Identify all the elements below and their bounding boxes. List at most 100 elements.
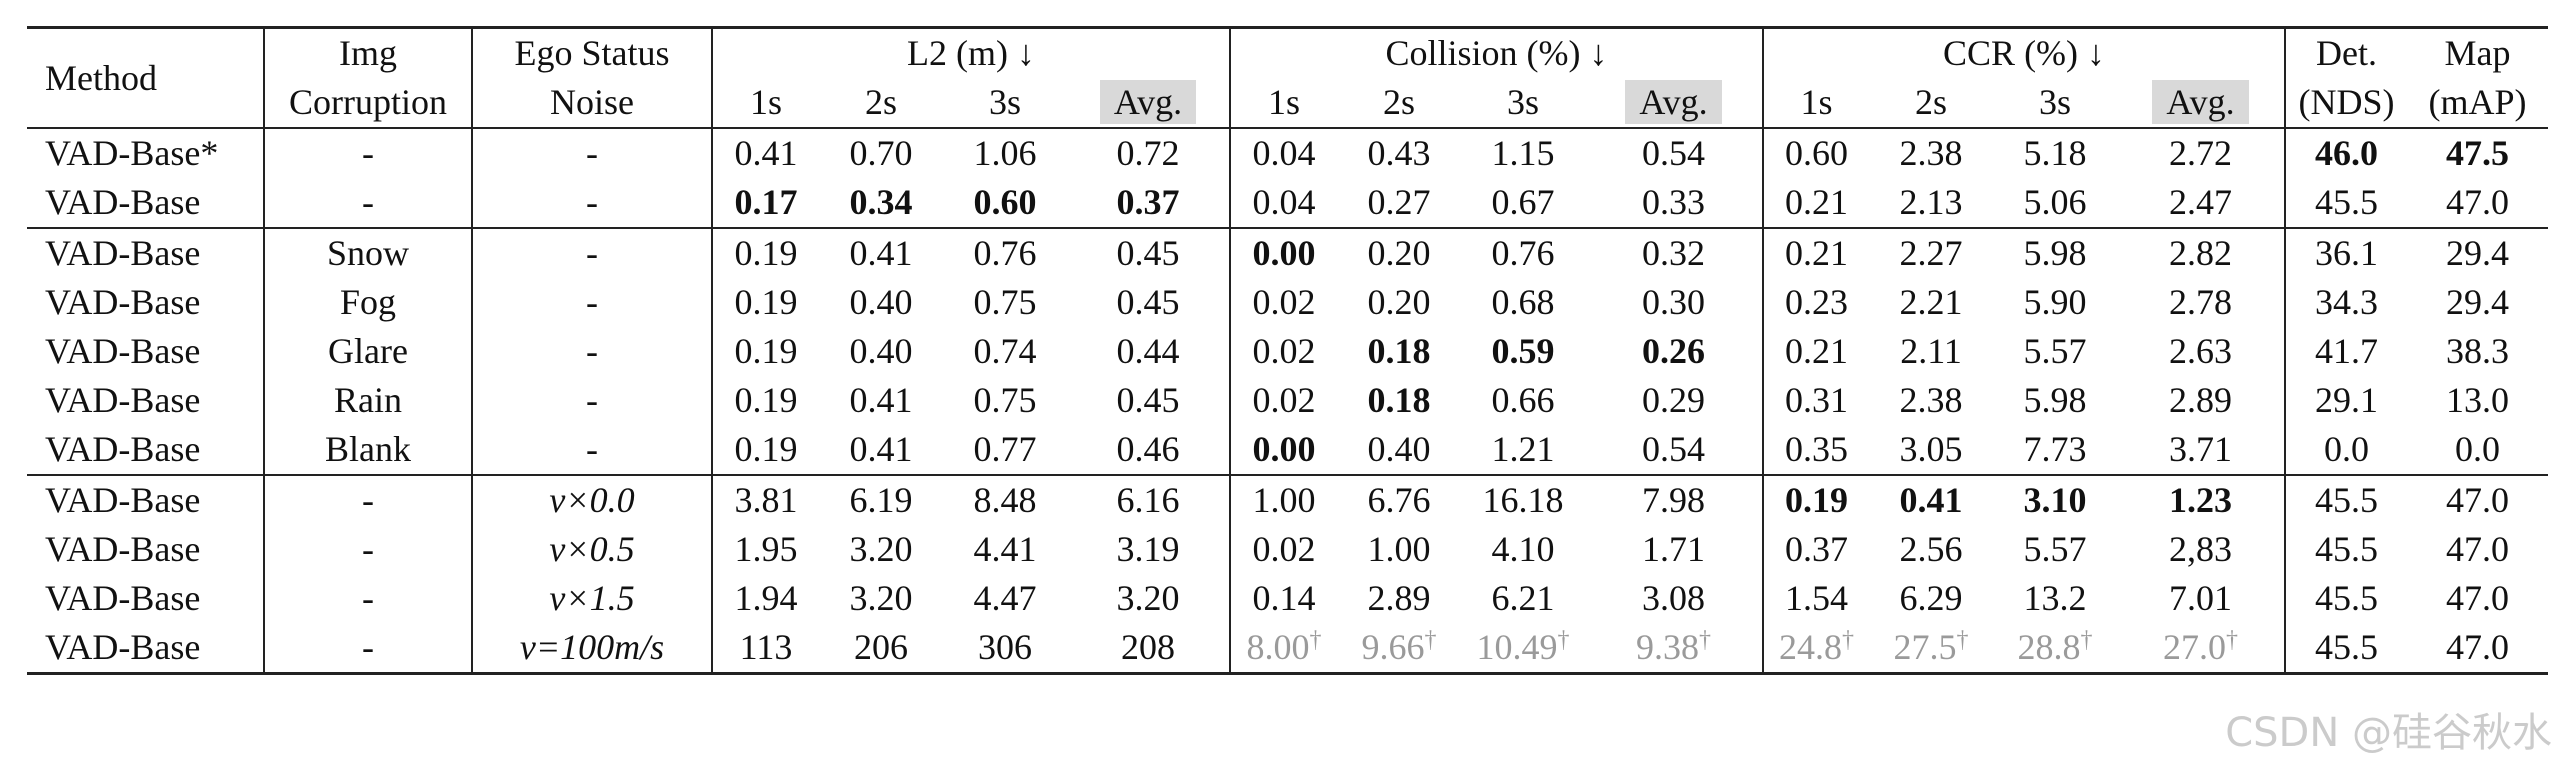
col-value-cell: 6.76 bbox=[1367, 480, 1431, 520]
method-cell: VAD-Base bbox=[27, 178, 265, 228]
header-ccr-avg: Avg. bbox=[2117, 78, 2287, 128]
map-map-cell: 29.4 bbox=[2446, 282, 2510, 322]
l2-value-cell: 3.20 bbox=[1067, 574, 1232, 623]
ccr-value-cell: 2.63 bbox=[2117, 327, 2287, 376]
results-table: Method Img Ego Status L2 (m) ↓ Collision… bbox=[27, 26, 2549, 675]
map-map-cell: 47.0 bbox=[2446, 480, 2510, 520]
watermark: CSDN @硅谷秋水 bbox=[2225, 710, 2552, 756]
img-corruption-cell: - bbox=[264, 525, 473, 574]
l2-value-cell: 0.19 bbox=[734, 380, 798, 420]
header-col-1s: 1s bbox=[1268, 82, 1301, 122]
method-cell: VAD-Base bbox=[27, 278, 265, 327]
ccr-value-cell: 0.41 bbox=[1899, 480, 1963, 520]
col-value-cell: 0.04 bbox=[1252, 133, 1316, 173]
col-value-cell: 0.18 bbox=[1367, 380, 1431, 420]
l2-value-cell: 0.19 bbox=[734, 331, 798, 371]
ccr-value-cell: 2.47 bbox=[2117, 178, 2287, 228]
ccr-value-cell: 2.21 bbox=[1899, 282, 1963, 322]
l2-value-cell: 0.41 bbox=[849, 233, 913, 273]
method-cell: VAD-Base bbox=[27, 327, 265, 376]
img-corruption-cell: Glare bbox=[264, 327, 473, 376]
table-row: VAD-Base - v=100m/s 113 206 306 208 8.00† 9.66† 1… bbox=[27, 623, 2549, 675]
ccr-value-cell: 13.2 bbox=[2023, 578, 2087, 618]
header-ccr-3s: 3s bbox=[2039, 82, 2072, 122]
ccr-value-cell: 0.37 bbox=[1785, 529, 1849, 569]
l2-value-cell: 206 bbox=[819, 623, 943, 675]
img-corruption-cell: - bbox=[264, 574, 473, 623]
col-value-cell: 0.02 bbox=[1252, 380, 1316, 420]
col-value-cell: 0.02 bbox=[1252, 282, 1316, 322]
map-map-cell: 13.0 bbox=[2446, 380, 2510, 420]
l2-value-cell: 0.41 bbox=[849, 380, 913, 420]
ccr-value-cell: 0.21 bbox=[1785, 182, 1849, 222]
col-value-cell: 6.21 bbox=[1491, 578, 1555, 618]
table-row: VAD-Base Snow -0.19 0.41 0.76 0.45 0.00 0.20 0.7… bbox=[27, 228, 2548, 278]
col-value-cell: 0.54 bbox=[1585, 425, 1765, 475]
method-cell: VAD-Base* bbox=[27, 128, 265, 178]
l2-value-cell: 0.70 bbox=[849, 133, 913, 173]
col-value-cell: 8.00† bbox=[1230, 623, 1338, 675]
dagger-mark: † bbox=[1309, 627, 1322, 653]
det-nds-cell: 46.0 bbox=[2315, 133, 2379, 173]
l2-value-cell: 0.19 bbox=[734, 233, 798, 273]
ccr-value-cell: 3.71 bbox=[2117, 425, 2287, 475]
det-nds-cell: 45.5 bbox=[2315, 182, 2379, 222]
method-cell: VAD-Base bbox=[27, 525, 265, 574]
det-nds-cell: 34.3 bbox=[2315, 282, 2379, 322]
img-corruption-cell: Fog bbox=[264, 278, 473, 327]
method-cell: VAD-Base bbox=[27, 623, 265, 675]
header-map-1: Map bbox=[2407, 26, 2549, 78]
ccr-value-cell: 2.72 bbox=[2117, 128, 2287, 178]
dagger-mark: † bbox=[1842, 627, 1855, 653]
l2-value-cell: 0.46 bbox=[1067, 425, 1232, 475]
l2-value-cell: 0.41 bbox=[849, 429, 913, 469]
header-l2-1s: 1s bbox=[749, 82, 782, 122]
ccr-value: 28.8 bbox=[2017, 627, 2081, 667]
col-value: 8.00 bbox=[1246, 627, 1310, 667]
l2-value-cell: 0.19 bbox=[734, 282, 798, 322]
ccr-value-cell: 5.98 bbox=[2023, 380, 2087, 420]
method-cell: VAD-Base bbox=[27, 228, 265, 278]
col-value-cell: 0.20 bbox=[1367, 282, 1431, 322]
col-value-cell: 1.00 bbox=[1367, 529, 1431, 569]
map-map-cell: 47.0 bbox=[2446, 529, 2510, 569]
table-row: VAD-Base - -0.17 0.34 0.60 0.37 0.04 0.27 0.67 0.… bbox=[27, 178, 2549, 228]
header-ccr: CCR (%) ↓ bbox=[1763, 26, 2287, 78]
det-nds-cell: 45.5 bbox=[2315, 578, 2379, 618]
col-value-cell: 0.54 bbox=[1585, 128, 1765, 178]
col-value: 10.49 bbox=[1476, 627, 1558, 667]
ego-noise-cell: - bbox=[472, 228, 713, 278]
img-corruption-cell: Rain bbox=[264, 376, 473, 425]
col-value-cell: 0.02 bbox=[1252, 331, 1316, 371]
col-value-cell: 0.18 bbox=[1367, 331, 1431, 371]
ego-noise-cell: v×0.5 bbox=[472, 525, 713, 574]
col-value: 9.38 bbox=[1636, 627, 1700, 667]
map-map-cell: 0.0 bbox=[2455, 429, 2501, 469]
header-img-corruption-2: Corruption bbox=[264, 78, 473, 128]
table-row: VAD-Base - v×0.0 3.81 6.19 8.48 6.16 1.00 6.76 16… bbox=[27, 475, 2548, 525]
header-det-2: (NDS) bbox=[2298, 82, 2395, 122]
col-value-cell: 0.33 bbox=[1585, 178, 1765, 228]
method-cell: VAD-Base bbox=[27, 574, 265, 623]
ccr-value-cell: 2.38 bbox=[1899, 133, 1963, 173]
l2-value-cell: 0.45 bbox=[1067, 278, 1232, 327]
col-value-cell: 0.00 bbox=[1252, 233, 1316, 273]
table-row: VAD-Base* - -0.41 0.70 1.06 0.72 0.04 0.43 1.15 0… bbox=[27, 128, 2548, 178]
ego-noise-cell: - bbox=[472, 327, 713, 376]
l2-value-cell: 0.77 bbox=[973, 429, 1037, 469]
ccr-value-cell: 2.82 bbox=[2117, 228, 2287, 278]
col-value-cell: 2.89 bbox=[1367, 578, 1431, 618]
col-value-cell: 0.04 bbox=[1252, 182, 1316, 222]
l2-value-cell: 0.40 bbox=[849, 331, 913, 371]
ccr-value-cell: 0.21 bbox=[1785, 331, 1849, 371]
det-nds-cell: 36.1 bbox=[2315, 233, 2379, 273]
table-row: VAD-Base Glare -0.19 0.40 0.74 0.44 0.02 0.18 0.… bbox=[27, 327, 2548, 376]
col-value-cell: 4.10 bbox=[1491, 529, 1555, 569]
img-corruption-cell: - bbox=[264, 128, 473, 178]
col-value-cell: 0.00 bbox=[1252, 429, 1316, 469]
ccr-value-cell: 2.78 bbox=[2117, 278, 2287, 327]
dagger-mark: † bbox=[2226, 627, 2239, 653]
l2-value-cell: 0.45 bbox=[1067, 376, 1232, 425]
header-col-3s: 3s bbox=[1507, 82, 1540, 122]
det-nds-cell: 41.7 bbox=[2315, 331, 2379, 371]
